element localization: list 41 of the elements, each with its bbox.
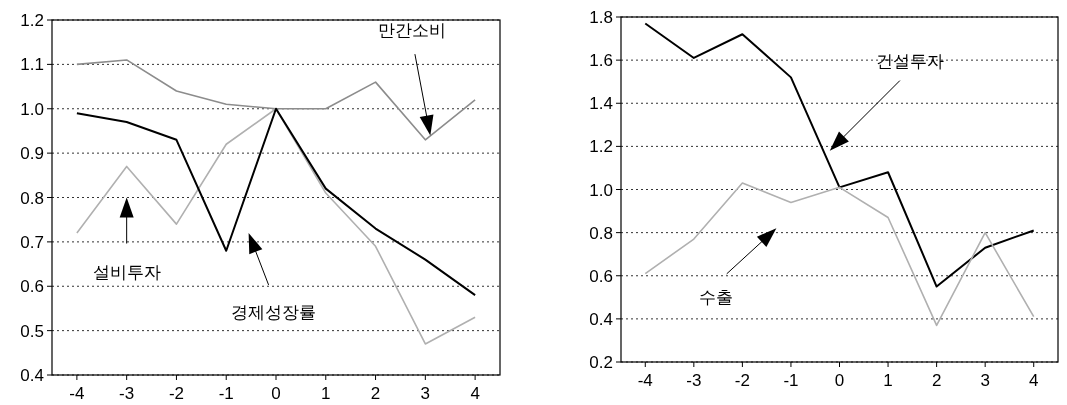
x-tick-label: -3 — [686, 371, 702, 390]
x-tick-label: 2 — [370, 384, 381, 403]
y-tick-label: 1.1 — [20, 55, 44, 75]
x-tick-label: 2 — [931, 371, 942, 390]
y-tick-label: 1.6 — [589, 51, 613, 71]
x-tick-label: 3 — [980, 371, 990, 390]
y-tick-label: 0.4 — [20, 366, 44, 385]
annotation: 설비투자 — [92, 262, 161, 282]
x-tick-label: -4 — [69, 384, 85, 403]
y-tick-label: 0.9 — [20, 144, 44, 164]
annotation: 만간소비 — [378, 21, 447, 41]
annotation: 경제성장률 — [231, 303, 317, 322]
y-tick-label: 0.4 — [589, 309, 613, 329]
y-tick-label: 0.5 — [20, 321, 44, 341]
x-tick-label: -1 — [783, 371, 799, 390]
annotation: 수출 — [699, 288, 734, 308]
x-tick-label: 1 — [321, 384, 331, 403]
y-tick-label: 0.7 — [20, 232, 44, 252]
y-tick-label: 1.2 — [589, 137, 613, 157]
annotation: 건설투자 — [875, 51, 944, 71]
x-tick-label: -2 — [168, 384, 185, 403]
y-tick-label: 1.2 — [20, 11, 44, 30]
y-tick-label: 0.8 — [589, 223, 613, 243]
y-tick-label: 0.6 — [20, 277, 44, 297]
x-tick-label: 4 — [470, 384, 480, 403]
y-tick-label: 0.8 — [20, 188, 44, 208]
x-tick-label: 1 — [883, 371, 893, 390]
x-tick-label: 0 — [271, 384, 281, 403]
x-tick-label: 3 — [420, 384, 431, 403]
y-tick-label: 1.0 — [20, 99, 44, 119]
y-tick-label: 0.2 — [589, 353, 613, 372]
x-tick-label: -4 — [637, 371, 653, 390]
x-tick-label: -2 — [734, 371, 750, 390]
y-tick-label: 1.4 — [589, 94, 613, 114]
x-tick-label: -1 — [218, 384, 234, 403]
y-tick-label: 1.0 — [589, 180, 613, 200]
x-tick-label: 0 — [834, 371, 845, 390]
x-tick-label: 4 — [1028, 371, 1039, 390]
x-tick-label: -3 — [119, 384, 135, 403]
y-tick-label: 0.6 — [589, 266, 613, 286]
y-tick-label: 1.8 — [589, 8, 613, 27]
